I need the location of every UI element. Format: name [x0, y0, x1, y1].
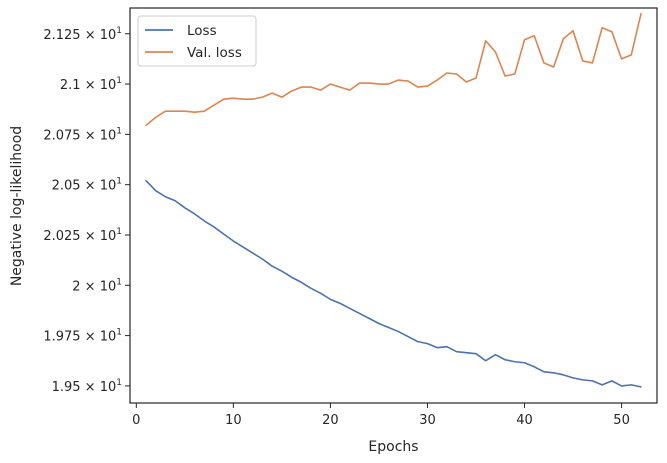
legend-label: Val. loss — [187, 45, 242, 61]
x-tick-label: 20 — [322, 413, 339, 428]
y-axis: 1.95 × 101 1.975 × 101 2 × 101 2.025 × 101 2… — [43, 26, 130, 395]
y-tick-label: 2.075 × 101 — [43, 126, 122, 143]
x-tick-label: 50 — [613, 413, 630, 428]
series-line-0 — [145, 179, 642, 388]
y-tick-label: 1.95 × 101 — [52, 378, 122, 395]
x-tick-label: 40 — [516, 413, 533, 428]
y-tick-label: 2 × 101 — [72, 277, 122, 294]
series-layer — [145, 12, 642, 388]
y-tick-label: 2.025 × 101 — [43, 227, 122, 244]
y-tick-label: 2.05 × 101 — [52, 177, 122, 194]
y-tick-label: 2.1 × 101 — [60, 76, 122, 93]
x-tick-label: 0 — [132, 413, 140, 428]
legend: Loss Val. loss — [137, 15, 257, 67]
legend-box — [137, 15, 257, 67]
plot-frame — [129, 7, 658, 404]
x-axis-label: Epochs — [368, 439, 418, 455]
plot-area — [130, 8, 657, 403]
y-tick-label: 1.975 × 101 — [43, 328, 122, 345]
legend-label: Loss — [187, 23, 217, 39]
x-tick-label: 10 — [225, 413, 242, 428]
series-line-1 — [145, 12, 642, 127]
x-axis: 0 10 20 30 40 50 — [132, 403, 630, 428]
y-tick-label: 2.125 × 101 — [43, 26, 122, 43]
y-axis-label: Negative log-likelihood — [9, 126, 25, 286]
x-tick-label: 30 — [419, 413, 436, 428]
